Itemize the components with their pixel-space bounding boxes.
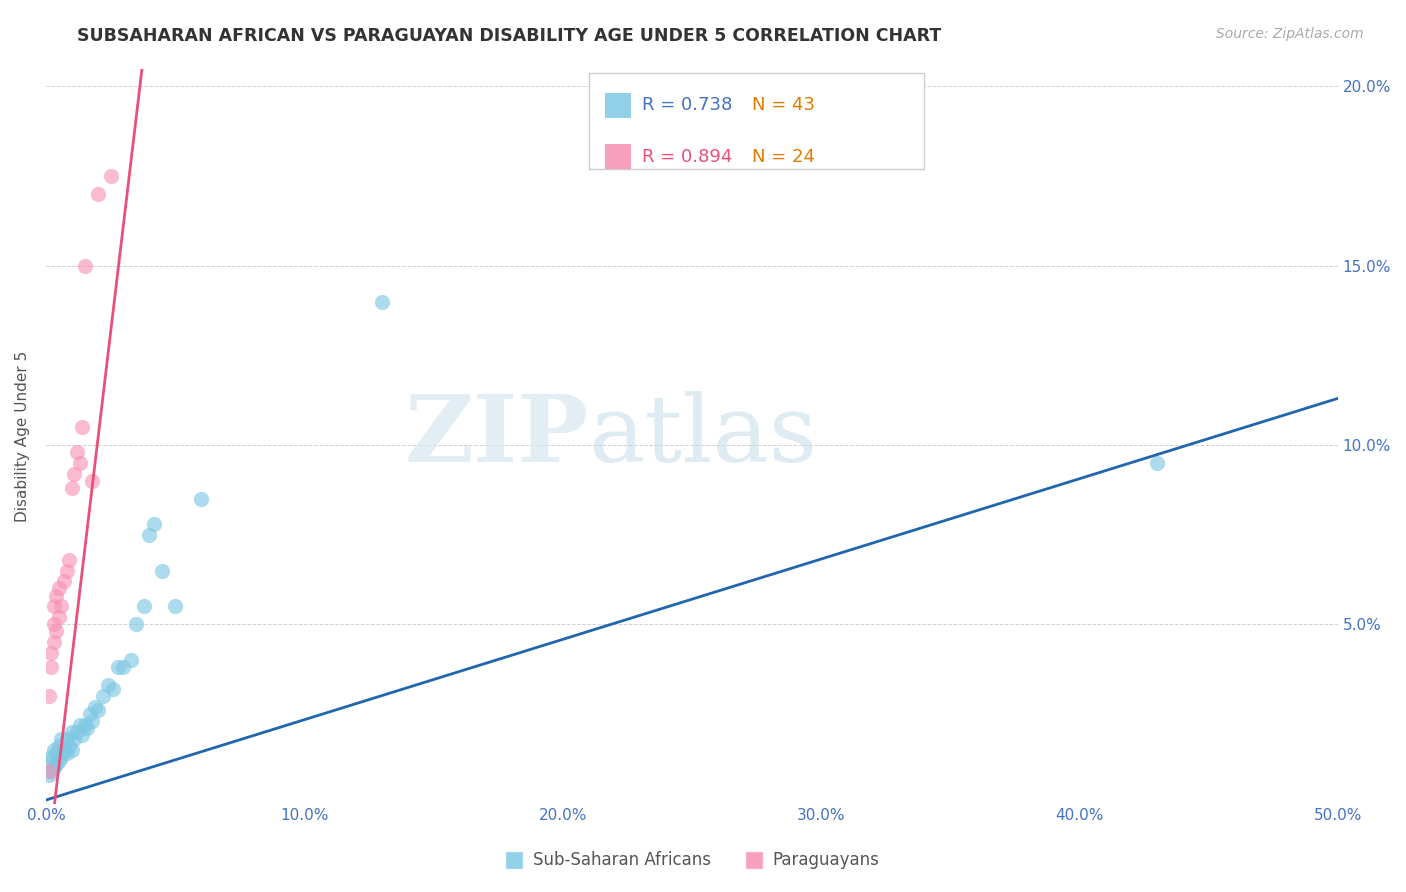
Point: [100, 169, 122, 183]
Text: R = 0.738: R = 0.738: [643, 96, 733, 114]
Point: [39, 646, 62, 660]
Point: [143, 516, 166, 531]
Point: [73, 717, 96, 731]
Point: [69, 456, 91, 470]
Point: [60, 481, 83, 495]
Text: ZIP: ZIP: [405, 391, 589, 481]
Point: [112, 660, 135, 674]
Y-axis label: Disability Age Under 5: Disability Age Under 5: [15, 351, 30, 522]
Point: [45, 747, 67, 761]
Point: [38, 689, 60, 703]
Point: [1146, 456, 1168, 470]
Point: [86, 187, 108, 202]
Text: R = 0.894: R = 0.894: [643, 148, 733, 166]
Point: [101, 681, 124, 696]
Point: [66, 725, 89, 739]
Point: [45, 624, 67, 639]
Point: [69, 717, 91, 731]
Point: [76, 721, 98, 735]
Point: [42, 599, 65, 614]
Point: [70, 420, 93, 434]
Point: [51, 599, 73, 614]
Point: [60, 743, 83, 757]
Text: SUBSAHARAN AFRICAN VS PARAGUAYAN DISABILITY AGE UNDER 5 CORRELATION CHART: SUBSAHARAN AFRICAN VS PARAGUAYAN DISABIL…: [77, 27, 942, 45]
Point: [120, 653, 142, 667]
Point: [79, 706, 101, 721]
Point: [39, 750, 62, 764]
Point: [38, 764, 60, 779]
Point: [42, 635, 65, 649]
Point: [86, 703, 108, 717]
Point: [42, 761, 65, 775]
Point: [73, 259, 96, 273]
Point: [138, 527, 160, 541]
Point: [53, 574, 76, 589]
Point: [55, 732, 77, 747]
Point: [42, 743, 65, 757]
Point: [82, 474, 104, 488]
Point: [70, 729, 93, 743]
Point: [48, 610, 70, 624]
Point: [42, 617, 65, 632]
Point: [63, 467, 86, 481]
Point: [48, 582, 70, 596]
Point: [84, 699, 107, 714]
Text: Source: ZipAtlas.com: Source: ZipAtlas.com: [1216, 27, 1364, 41]
Point: [63, 732, 86, 747]
Point: [107, 660, 129, 674]
Point: [55, 564, 77, 578]
Point: [51, 750, 73, 764]
Point: [66, 445, 89, 459]
Point: [38, 754, 60, 768]
Point: [60, 725, 83, 739]
Point: [51, 732, 73, 747]
Point: [39, 660, 62, 674]
Point: [125, 617, 148, 632]
Point: [97, 678, 120, 692]
Text: atlas: atlas: [589, 391, 818, 481]
Point: [58, 739, 80, 754]
Text: N = 24: N = 24: [752, 148, 814, 166]
Point: [91, 689, 114, 703]
Point: [48, 754, 70, 768]
Point: [134, 599, 156, 614]
Point: [38, 768, 60, 782]
Point: [55, 747, 77, 761]
Point: [53, 743, 76, 757]
Legend: Sub-Saharan Africans, Paraguayans: Sub-Saharan Africans, Paraguayans: [498, 845, 886, 876]
Point: [371, 294, 394, 309]
Point: [48, 739, 70, 754]
Point: [58, 553, 80, 567]
Point: [45, 757, 67, 772]
Point: [39, 764, 62, 779]
Point: [45, 589, 67, 603]
Text: N = 43: N = 43: [752, 96, 814, 114]
Point: [190, 491, 212, 506]
Point: [165, 599, 187, 614]
Point: [150, 564, 173, 578]
Point: [82, 714, 104, 728]
